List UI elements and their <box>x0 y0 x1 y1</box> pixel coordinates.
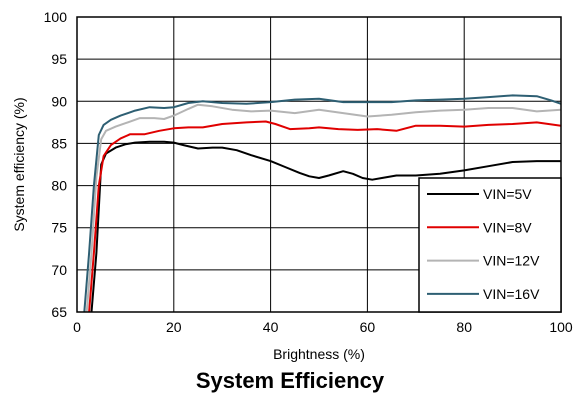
x-tick-label: 20 <box>166 319 182 335</box>
legend: VIN=5V VIN=8V VIN=12V VIN=16V <box>418 177 562 313</box>
y-tick-labels: 65 70 75 80 85 90 95 100 <box>44 9 68 320</box>
legend-entry: VIN=5V <box>483 186 532 202</box>
x-tick-label: 40 <box>263 319 279 335</box>
y-tick-label: 85 <box>51 135 67 151</box>
y-tick-label: 65 <box>51 304 67 320</box>
x-axis-label: Brightness (%) <box>273 346 365 362</box>
legend-entry: VIN=8V <box>483 219 532 235</box>
x-tick-label: 0 <box>73 319 81 335</box>
legend-box <box>418 177 562 313</box>
y-tick-label: 75 <box>51 220 67 236</box>
y-tick-label: 100 <box>44 9 68 25</box>
series-line-4 <box>83 94 561 312</box>
x-tick-label: 100 <box>549 319 573 335</box>
y-tick-label: 80 <box>51 178 67 194</box>
series-line-1 <box>90 140 561 312</box>
x-tick-label: 80 <box>456 319 472 335</box>
legend-entry: VIN=16V <box>483 286 540 302</box>
series-line-3 <box>85 103 561 312</box>
legend-entry: VIN=12V <box>483 253 540 269</box>
x-tick-labels: 0 20 40 60 80 100 <box>73 319 573 335</box>
series-line-2 <box>88 120 561 312</box>
efficiency-chart: 0 20 40 60 80 100 65 70 75 80 85 90 95 100 Brightnes… <box>11 9 573 362</box>
y-tick-label: 90 <box>51 93 67 109</box>
x-tick-label: 60 <box>360 319 376 335</box>
series-group <box>83 94 561 312</box>
plot-frame <box>76 16 562 313</box>
y-tick-label: 95 <box>51 51 67 67</box>
y-tick-label: 70 <box>51 262 67 278</box>
y-axis-label: System efficiency (%) <box>11 97 27 231</box>
grid <box>77 17 561 312</box>
chart-title: System Efficiency <box>195 368 385 393</box>
